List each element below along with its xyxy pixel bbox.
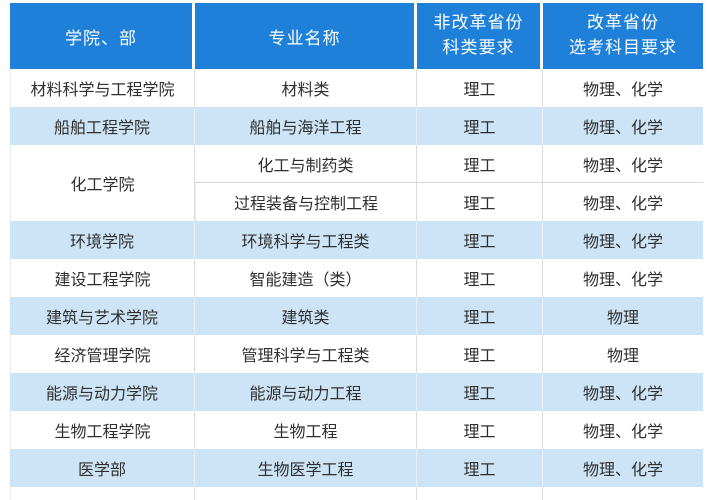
header-row: 学院、部 专业名称 非改革省份 科类要求 改革省份 选考科目要求 [10, 3, 703, 69]
major-cell: 生物医学工程 [195, 449, 417, 487]
major-cell: 船舶与海洋工程 [195, 107, 417, 145]
subjects-cell: 物理、化学 [543, 107, 703, 145]
major-cell: 能源与动力工程 [195, 373, 417, 411]
college-cell: 环境学院 [10, 221, 195, 259]
subjects-cell: 物理 [543, 335, 703, 373]
subjects-cell: 物理、化学 [543, 449, 703, 487]
college-cell: 建设工程学院 [10, 259, 195, 297]
major-cell: 生物工程 [195, 411, 417, 449]
empty-cell [195, 487, 417, 500]
admissions-table: 学院、部 专业名称 非改革省份 科类要求 改革省份 选考科目要求 材料科学与工程… [10, 3, 703, 500]
subjects-cell: 物理、化学 [543, 373, 703, 411]
subjects-cell: 物理、化学 [543, 411, 703, 449]
major-cell: 管理科学与工程类 [195, 335, 417, 373]
major-cell: 材料类 [195, 69, 417, 107]
empty-cell [417, 487, 543, 500]
subjects-cell: 物理、化学 [543, 69, 703, 107]
category-cell: 理工 [417, 411, 543, 449]
header-college: 学院、部 [10, 3, 195, 69]
college-cell: 能源与动力学院 [10, 373, 195, 411]
category-cell: 理工 [417, 221, 543, 259]
subjects-cell: 物理 [543, 297, 703, 335]
college-cell-merged: 化工学院 [10, 145, 195, 221]
college-cell: 生物工程学院 [10, 411, 195, 449]
header-category: 非改革省份 科类要求 [417, 3, 543, 69]
header-major: 专业名称 [195, 3, 417, 69]
table-row: 化工学院 化工与制药类 理工 物理、化学 [10, 145, 703, 221]
college-cell: 建筑与艺术学院 [10, 297, 195, 335]
subjects-cell: 物理、化学 [543, 259, 703, 297]
admissions-table-container: 学院、部 专业名称 非改革省份 科类要求 改革省份 选考科目要求 材料科学与工程… [10, 3, 704, 500]
table-row: 过程装备与控制工程 理工 物理、化学 [10, 183, 703, 221]
header-category-line2: 科类要求 [442, 38, 515, 57]
header-subjects-line1: 改革省份 [587, 13, 659, 33]
category-cell: 理工 [417, 335, 543, 373]
header-subjects-line2: 选考科目要求 [569, 38, 677, 57]
subjects-cell: 物理、化学 [543, 221, 703, 259]
college-cell: 经济管理学院 [10, 335, 195, 373]
college-cell: 船舶工程学院 [10, 107, 195, 145]
major-cell: 化工与制药类 [195, 145, 417, 183]
subjects-cell: 物理、化学 [543, 145, 703, 183]
subjects-cell: 物理、化学 [543, 183, 703, 221]
table-row: 材料科学与工程学院 材料类 理工 物理、化学 [10, 69, 703, 107]
college-cell: 材料科学与工程学院 [10, 69, 195, 107]
category-cell: 理工 [417, 373, 543, 411]
table-row: 环境学院 环境科学与工程类 理工 物理、化学 [10, 221, 703, 259]
table-row: 船舶工程学院 船舶与海洋工程 理工 物理、化学 [10, 107, 703, 145]
category-cell: 理工 [417, 145, 543, 183]
category-cell: 理工 [417, 183, 543, 221]
category-cell: 理工 [417, 297, 543, 335]
empty-cell [543, 487, 703, 500]
empty-cell [10, 487, 195, 500]
table-row: 建设工程学院 智能建造（类） 理工 物理、化学 [10, 259, 703, 297]
table-row: 医学部 生物医学工程 理工 物理、化学 [10, 449, 703, 487]
category-cell: 理工 [417, 449, 543, 487]
major-cell: 智能建造（类） [195, 259, 417, 297]
major-cell: 环境科学与工程类 [195, 221, 417, 259]
table-row-partial [10, 487, 703, 500]
table-row: 能源与动力学院 能源与动力工程 理工 物理、化学 [10, 373, 703, 411]
major-cell: 过程装备与控制工程 [195, 183, 417, 221]
header-category-line1: 非改革省份 [433, 13, 524, 33]
table-row: 生物工程学院 生物工程 理工 物理、化学 [10, 411, 703, 449]
table-row: 经济管理学院 管理科学与工程类 理工 物理 [10, 335, 703, 373]
header-subjects: 改革省份 选考科目要求 [543, 3, 703, 69]
category-cell: 理工 [417, 107, 543, 145]
major-cell: 建筑类 [195, 297, 417, 335]
category-cell: 理工 [417, 69, 543, 107]
college-cell: 医学部 [10, 449, 195, 487]
category-cell: 理工 [417, 259, 543, 297]
table-row: 建筑与艺术学院 建筑类 理工 物理 [10, 297, 703, 335]
